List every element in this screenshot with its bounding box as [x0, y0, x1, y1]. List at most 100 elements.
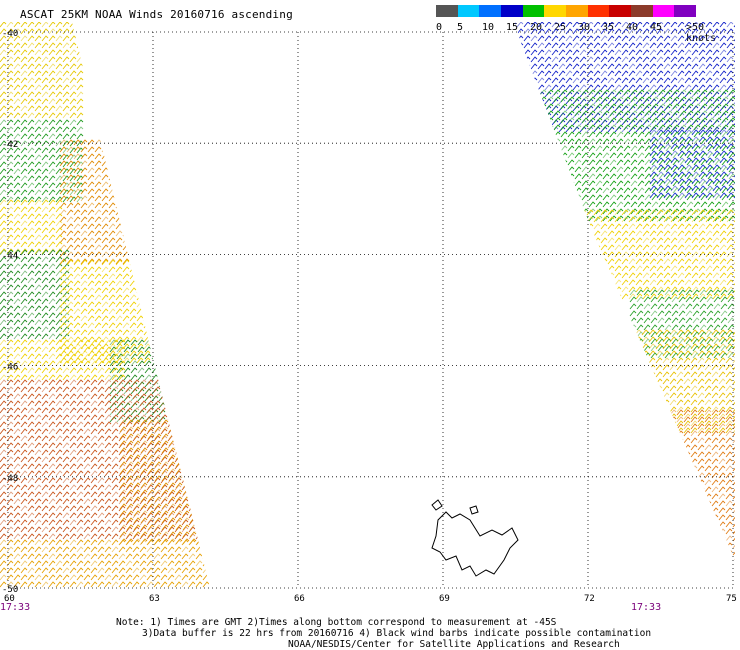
wind-barb	[55, 22, 63, 28]
wind-barb	[732, 430, 735, 437]
wind-barb	[643, 296, 651, 303]
wind-barb	[607, 28, 615, 35]
legend-label: 10	[482, 22, 495, 33]
wind-barb	[140, 489, 148, 496]
wind-barb	[34, 22, 42, 28]
wind-barb	[160, 560, 168, 567]
wind-barb	[593, 91, 601, 98]
wind-barb	[733, 126, 735, 133]
wind-barb	[663, 164, 671, 171]
wind-barb	[66, 266, 74, 273]
wind-barb	[69, 119, 77, 126]
wind-barb	[20, 346, 28, 353]
wind-barb	[530, 91, 538, 98]
wind-barb	[684, 265, 692, 272]
wind-barb	[699, 296, 707, 303]
wind-barb	[154, 440, 162, 447]
wind-barb	[698, 286, 706, 293]
wind-barb	[706, 324, 714, 331]
wind-barb	[546, 173, 554, 180]
wind-barb	[725, 406, 733, 413]
wind-barb	[691, 112, 699, 119]
wind-barb	[129, 259, 137, 266]
wind-barb	[656, 251, 664, 258]
wind-barb	[59, 315, 67, 322]
wind-barb	[41, 277, 49, 284]
wind-barb	[20, 367, 28, 374]
wind-barb	[76, 505, 84, 512]
wind-barb	[153, 393, 161, 400]
wind-barb	[13, 277, 21, 284]
wind-barb	[94, 294, 102, 301]
wind-barb	[90, 379, 98, 386]
wind-barb	[567, 166, 575, 173]
wind-barb	[726, 164, 734, 171]
wind-barb	[627, 399, 635, 406]
wind-barb	[669, 329, 677, 336]
wind-barb	[59, 202, 67, 209]
wind-barb	[130, 388, 138, 395]
wind-barb	[725, 458, 733, 465]
wind-barb	[697, 465, 705, 472]
wind-barb	[567, 117, 575, 124]
wind-barb	[705, 244, 713, 251]
wind-barb	[167, 484, 175, 491]
wind-barb	[635, 265, 643, 272]
wind-barb	[160, 567, 168, 574]
wind-barb	[650, 324, 658, 331]
wind-barb	[108, 139, 116, 146]
wind-barb	[59, 244, 67, 251]
wind-barb	[712, 136, 720, 143]
wind-barb	[623, 145, 631, 152]
wind-barb	[690, 364, 698, 371]
wind-barb	[41, 98, 49, 105]
wind-barb	[567, 159, 575, 166]
wind-barb	[27, 206, 35, 213]
wind-barb	[66, 153, 74, 160]
wind-barb	[118, 379, 126, 386]
wind-barb	[27, 126, 35, 133]
wind-barb	[137, 409, 145, 416]
wind-barb	[726, 272, 734, 279]
wind-barb	[69, 400, 77, 407]
wind-barb	[621, 286, 629, 293]
wind-barb	[669, 416, 677, 423]
wind-barb	[732, 521, 735, 528]
wind-barb	[698, 209, 706, 216]
wind-barb	[132, 539, 140, 546]
wind-barb	[34, 199, 42, 206]
wind-barb	[48, 374, 56, 381]
wind-barb	[712, 28, 720, 35]
wind-barb	[636, 352, 644, 359]
legend-label: 45	[650, 22, 663, 33]
wind-barb	[684, 42, 692, 49]
wind-barb	[115, 294, 123, 301]
wind-barb	[196, 531, 204, 538]
wind-barb	[122, 146, 130, 153]
wind-barb	[122, 322, 130, 329]
wind-barb	[676, 507, 684, 514]
wind-barb	[129, 294, 137, 301]
wind-barb	[621, 77, 629, 84]
wind-barb	[125, 456, 133, 463]
wind-barb	[13, 319, 21, 326]
wind-barb	[90, 498, 98, 505]
wind-barb	[572, 77, 580, 84]
wind-barb	[697, 329, 705, 336]
wind-barb	[671, 310, 679, 317]
wind-barb	[116, 381, 124, 388]
wind-barb	[572, 98, 580, 105]
wind-barb	[34, 326, 42, 333]
wind-barb	[55, 270, 63, 277]
wind-barb	[620, 371, 628, 378]
wind-barb	[48, 567, 56, 574]
wind-barb	[515, 49, 517, 56]
wind-barb	[48, 546, 56, 553]
wind-barb	[690, 413, 698, 420]
wind-barb	[132, 477, 140, 484]
wind-barb	[132, 484, 140, 491]
wind-barb	[13, 353, 21, 360]
wind-barb	[41, 35, 49, 42]
wind-barb	[62, 154, 70, 161]
wind-barb	[572, 42, 580, 49]
